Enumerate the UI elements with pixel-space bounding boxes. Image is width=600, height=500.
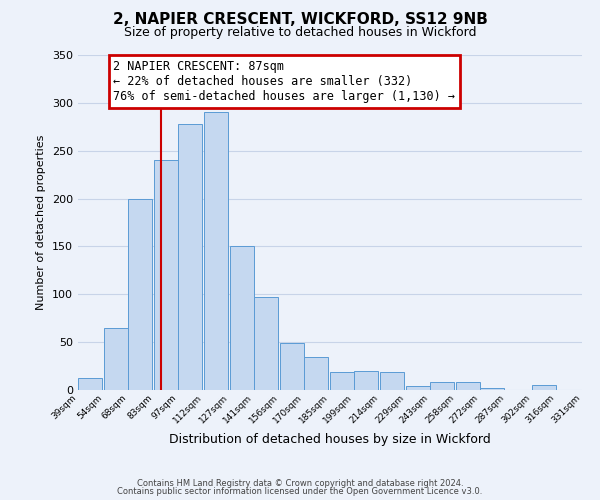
Bar — [178, 124, 202, 390]
X-axis label: Distribution of detached houses by size in Wickford: Distribution of detached houses by size … — [169, 433, 491, 446]
Bar — [280, 343, 304, 390]
Bar — [532, 385, 556, 390]
Bar — [480, 388, 505, 390]
Bar — [330, 372, 354, 390]
Text: Contains HM Land Registry data © Crown copyright and database right 2024.: Contains HM Land Registry data © Crown c… — [137, 478, 463, 488]
Bar — [154, 160, 178, 390]
Bar — [456, 382, 480, 390]
Bar — [354, 371, 379, 390]
Bar — [78, 378, 102, 390]
Text: Size of property relative to detached houses in Wickford: Size of property relative to detached ho… — [124, 26, 476, 39]
Bar — [380, 372, 404, 390]
Bar — [254, 297, 278, 390]
Bar — [128, 198, 152, 390]
Bar — [430, 382, 454, 390]
Text: 2, NAPIER CRESCENT, WICKFORD, SS12 9NB: 2, NAPIER CRESCENT, WICKFORD, SS12 9NB — [113, 12, 487, 28]
Text: Contains public sector information licensed under the Open Government Licence v3: Contains public sector information licen… — [118, 487, 482, 496]
Bar — [204, 112, 228, 390]
Bar — [104, 328, 128, 390]
Text: 2 NAPIER CRESCENT: 87sqm
← 22% of detached houses are smaller (332)
76% of semi-: 2 NAPIER CRESCENT: 87sqm ← 22% of detach… — [113, 60, 455, 103]
Bar — [304, 356, 328, 390]
Bar — [230, 246, 254, 390]
Y-axis label: Number of detached properties: Number of detached properties — [37, 135, 46, 310]
Bar — [406, 386, 430, 390]
